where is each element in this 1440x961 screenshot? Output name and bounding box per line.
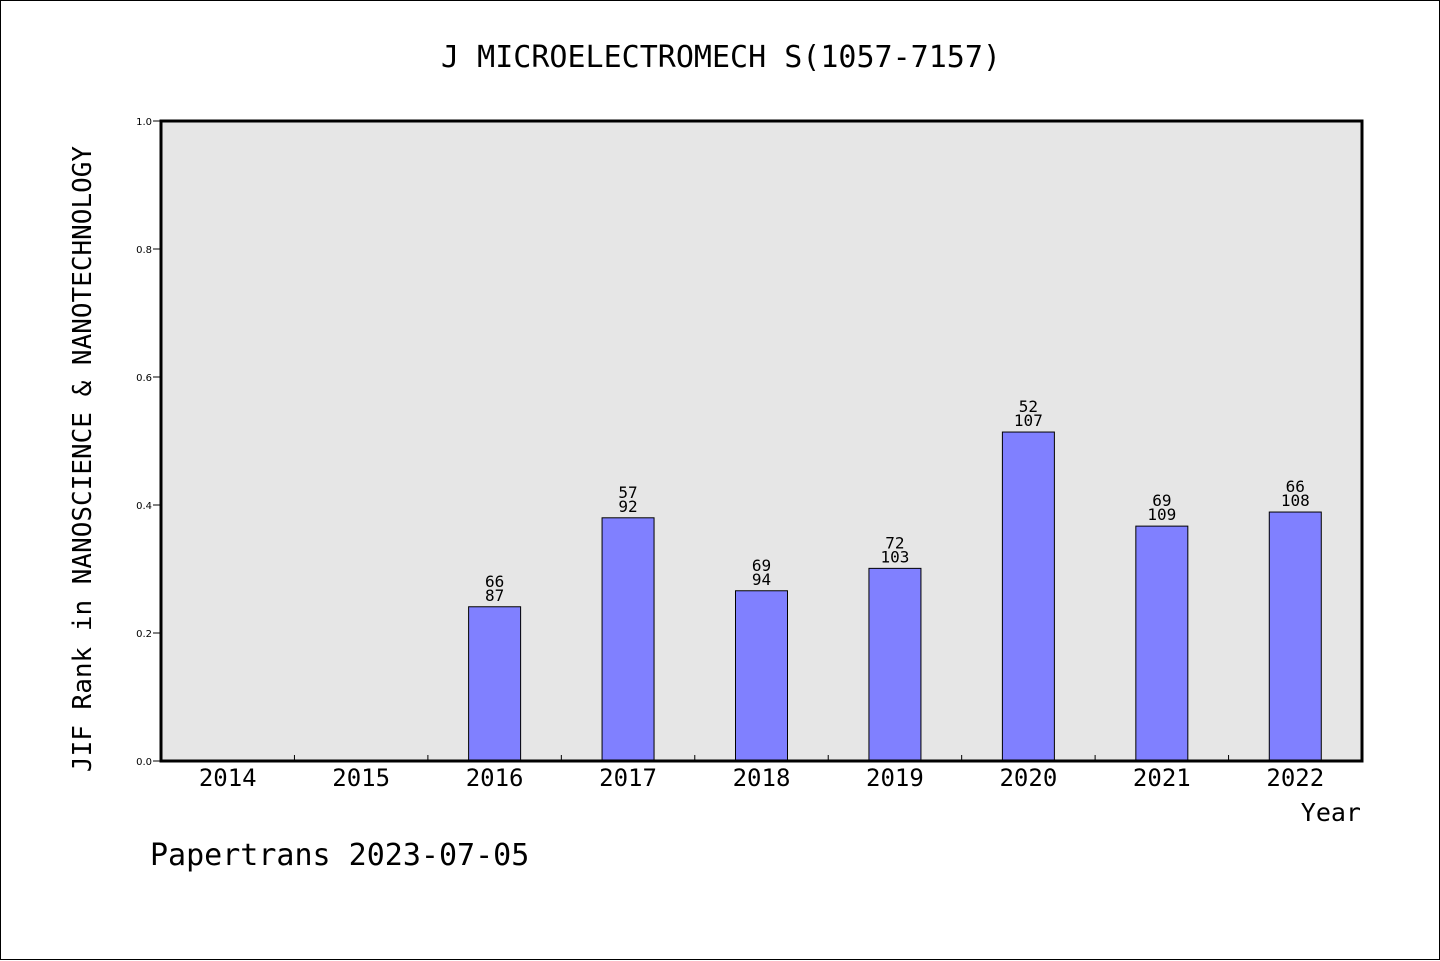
- y-tick-label-0.0: 0.0: [136, 757, 152, 768]
- x-tick-label-2015: 2015: [332, 764, 390, 792]
- bar-label-top-2022: 66: [1286, 477, 1305, 496]
- bar-label-top-2018: 69: [752, 556, 771, 575]
- bar-2018: [735, 590, 788, 762]
- bar-2017: [601, 517, 655, 762]
- y-tick-label-0.4: 0.4: [136, 501, 152, 512]
- bar-label-bottom-2018: 94: [752, 570, 771, 589]
- chart-title: J MICROELECTROMECH S(1057-7157): [441, 40, 1001, 75]
- bar-2020: [1001, 431, 1055, 762]
- y-axis-label: JIF Rank in NANOSCIENCE & NANOTECHNOLOGY: [68, 146, 98, 772]
- y-tick-label-1.0: 1.0: [136, 117, 152, 128]
- bar-2021: [1135, 525, 1189, 762]
- bar-2016: [468, 606, 522, 762]
- x-tick-label-2014: 2014: [199, 764, 257, 792]
- y-tick-label-0.8: 0.8: [136, 245, 152, 256]
- x-tick-label-2016: 2016: [466, 764, 524, 792]
- plot-border: [159, 119, 1364, 763]
- x-tick-label-2018: 2018: [733, 764, 791, 792]
- bar-label-top-2021: 69: [1152, 491, 1171, 510]
- y-tick-label-0.6: 0.6: [136, 373, 152, 384]
- x-tick-label-2017: 2017: [599, 764, 657, 792]
- bar-label-bottom-2022: 108: [1281, 491, 1310, 510]
- x-tick-label-2021: 2021: [1133, 764, 1191, 792]
- bar-label-top-2020: 52: [1019, 397, 1038, 416]
- x-tick-label-2019: 2019: [866, 764, 924, 792]
- ticks-layer: 2014 2015 2016 2017 2018 2019 2020 2021 2022 0.0 0…: [136, 117, 1324, 792]
- bar-label-bottom-2020: 107: [1014, 411, 1043, 430]
- y-tick-label-0.2: 0.2: [136, 629, 152, 640]
- footer-text: Papertrans 2023-07-05: [150, 838, 529, 873]
- x-axis-label: Year: [1301, 798, 1361, 827]
- x-tick-label-2022: 2022: [1266, 764, 1324, 792]
- bar-label-bottom-2016: 87: [485, 586, 504, 605]
- bar-label-bottom-2021: 109: [1147, 505, 1176, 524]
- bar-label-bottom-2017: 92: [618, 497, 637, 516]
- bar-label-bottom-2019: 103: [880, 547, 909, 566]
- bar-2022: [1268, 511, 1322, 762]
- bar-label-top-2017: 57: [618, 483, 637, 502]
- x-tick-label-2020: 2020: [999, 764, 1057, 792]
- bar-label-top-2016: 66: [485, 572, 504, 591]
- bar-label-top-2019: 72: [885, 533, 904, 552]
- bar-2019: [868, 567, 922, 762]
